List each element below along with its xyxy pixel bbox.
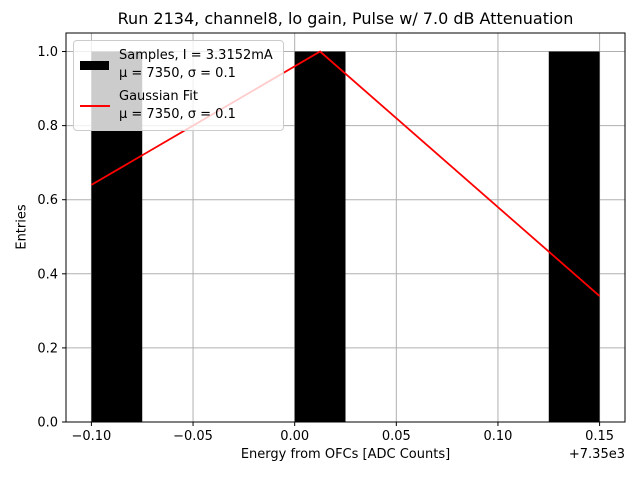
legend-swatch-column: [80, 60, 111, 70]
x-axis-offset-label: +7.35e3: [568, 447, 625, 462]
histogram-bar: [548, 51, 600, 423]
x-tick-label: 0.15: [585, 429, 614, 444]
legend-sublabel-samples: μ = 7350, σ = 0.1: [119, 66, 236, 81]
axes-frame: [65, 32, 626, 423]
legend-label-samples: Samples, I = 3.3152mA: [119, 48, 273, 63]
x-tick-label: −0.10: [71, 429, 111, 444]
gaussian-fit-line: [90, 50, 601, 297]
legend-text-column: Samples, I = 3.3152mA μ = 7350, σ = 0.1: [119, 47, 273, 83]
legend-text-column: Gaussian Fit μ = 7350, σ = 0.1: [119, 88, 236, 124]
legend-entry-samples: Samples, I = 3.3152mA μ = 7350, σ = 0.1: [80, 47, 273, 83]
gaussian-line-swatch: [80, 105, 110, 107]
y-tick-label: 0.6: [37, 193, 58, 208]
y-tick-label: 0.2: [37, 341, 58, 356]
x-tick-label: 0.00: [280, 429, 309, 444]
y-tick-label: 0.4: [37, 267, 58, 282]
legend: Samples, I = 3.3152mA μ = 7350, σ = 0.1 …: [73, 40, 284, 131]
y-tick-label: 0.0: [37, 416, 58, 431]
y-tick-label: 1.0: [37, 45, 58, 60]
x-tick-label: 0.05: [382, 429, 411, 444]
legend-sublabel-gaussian-fit: μ = 7350, σ = 0.1: [119, 107, 236, 122]
chart-title: Run 2134, channel8, lo gain, Pulse w/ 7.…: [117, 9, 574, 28]
legend-swatch-column: [80, 105, 111, 107]
legend-label-gaussian-fit: Gaussian Fit: [119, 89, 199, 104]
y-tick-label: 0.8: [37, 119, 58, 134]
histogram-bar: [294, 51, 346, 423]
y-axis-label: Entries: [14, 204, 30, 250]
x-axis-label: Energy from OFCs [ADC Counts]: [240, 447, 451, 462]
x-tick-label: 0.10: [483, 429, 512, 444]
x-tick-label: −0.05: [173, 429, 213, 444]
samples-swatch: [80, 60, 109, 70]
legend-entry-gaussian-fit: Gaussian Fit μ = 7350, σ = 0.1: [80, 88, 273, 124]
